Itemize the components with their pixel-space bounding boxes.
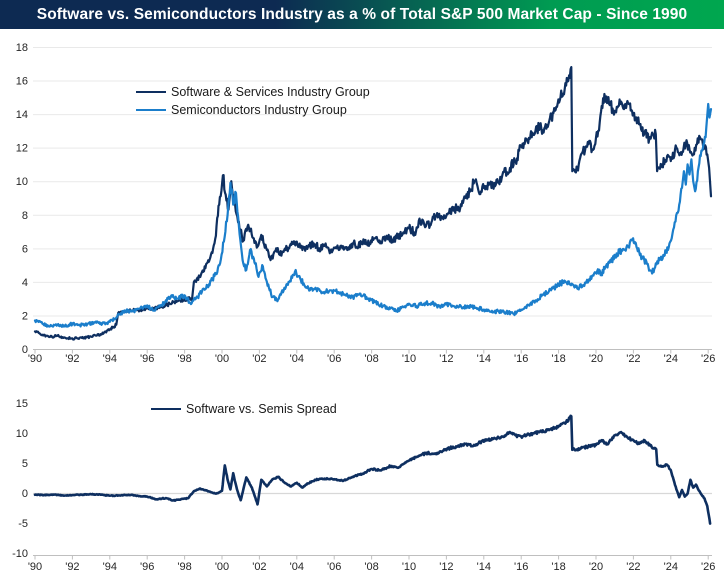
legend-label-spread: Software vs. Semis Spread	[186, 402, 337, 416]
legend-item-semiconductors: Semiconductors Industry Group	[136, 101, 370, 119]
bottom-chart-legend: Software vs. Semis Spread	[151, 400, 337, 418]
svg-text:'94: '94	[103, 353, 117, 365]
svg-text:4: 4	[22, 277, 28, 289]
svg-text:'00: '00	[215, 561, 229, 573]
svg-text:'26: '26	[701, 561, 715, 573]
svg-text:'06: '06	[327, 561, 341, 573]
svg-text:6: 6	[22, 243, 28, 255]
svg-text:'98: '98	[177, 353, 191, 365]
svg-text:'96: '96	[140, 561, 154, 573]
svg-text:10: 10	[16, 176, 28, 188]
svg-text:'10: '10	[402, 353, 416, 365]
svg-text:'24: '24	[664, 353, 678, 365]
svg-text:'20: '20	[589, 353, 603, 365]
svg-text:'92: '92	[65, 353, 79, 365]
chart-title-bar: Software vs. Semiconductors Industry as …	[0, 0, 724, 29]
svg-text:'94: '94	[103, 561, 117, 573]
svg-text:'90: '90	[28, 353, 42, 365]
svg-text:'08: '08	[364, 353, 378, 365]
svg-text:-5: -5	[18, 518, 28, 530]
legend-line-semiconductors-icon	[136, 109, 166, 111]
top-chart-legend: Software & Services Industry Group Semic…	[136, 83, 370, 119]
svg-text:'00: '00	[215, 353, 229, 365]
svg-text:8: 8	[22, 210, 28, 222]
chart-title: Software vs. Semiconductors Industry as …	[36, 5, 688, 23]
top-chart-x-labels: '90 '92 '94 '96 '98 '00 '02 '04 '06 '08 '10 '12 '14 '…	[28, 353, 716, 365]
top-chart-y-labels: 0 2 4 6 8 10 12 14 16 18	[16, 42, 28, 356]
svg-text:'18: '18	[551, 353, 565, 365]
top-chart-x-axis	[33, 349, 712, 354]
svg-text:0: 0	[22, 344, 28, 356]
svg-text:'24: '24	[664, 561, 678, 573]
bottom-chart-y-labels: -10 -5 0 5 10 15	[12, 398, 28, 560]
svg-text:-10: -10	[12, 548, 28, 560]
svg-text:5: 5	[22, 458, 28, 470]
svg-text:'02: '02	[252, 353, 266, 365]
svg-text:'92: '92	[65, 561, 79, 573]
svg-text:'12: '12	[439, 353, 453, 365]
series-line-semiconductors-industry-group	[33, 102, 713, 328]
top-chart-gridlines	[33, 47, 712, 317]
svg-text:2: 2	[22, 310, 28, 322]
svg-text:'98: '98	[177, 561, 191, 573]
svg-text:'04: '04	[290, 561, 304, 573]
legend-line-spread-icon	[151, 408, 181, 410]
svg-text:10: 10	[16, 428, 28, 440]
series-line-software-vs-semis-spread	[33, 414, 712, 525]
svg-text:14: 14	[16, 109, 28, 121]
svg-text:'16: '16	[514, 561, 528, 573]
legend-item-spread: Software vs. Semis Spread	[151, 400, 337, 418]
svg-text:'14: '14	[477, 353, 491, 365]
svg-text:'12: '12	[439, 561, 453, 573]
svg-text:'96: '96	[140, 353, 154, 365]
svg-text:18: 18	[16, 42, 28, 54]
svg-text:16: 16	[16, 76, 28, 88]
svg-text:12: 12	[16, 143, 28, 155]
legend-item-software-services: Software & Services Industry Group	[136, 83, 370, 101]
svg-text:'26: '26	[701, 353, 715, 365]
legend-line-software-services-icon	[136, 91, 166, 93]
svg-text:'10: '10	[402, 561, 416, 573]
svg-text:'90: '90	[28, 561, 42, 573]
svg-text:15: 15	[16, 398, 28, 410]
svg-text:'22: '22	[626, 561, 640, 573]
svg-text:'02: '02	[252, 561, 266, 573]
bottom-chart-x-labels: '90 '92 '94 '96 '98 '00 '02 '04 '06 '08 '10 '12 '14 '…	[28, 561, 716, 573]
svg-text:'04: '04	[290, 353, 304, 365]
svg-text:'20: '20	[589, 561, 603, 573]
legend-label-software-services: Software & Services Industry Group	[171, 85, 370, 99]
legend-label-semiconductors: Semiconductors Industry Group	[171, 103, 347, 117]
svg-text:'06: '06	[327, 353, 341, 365]
svg-text:'18: '18	[551, 561, 565, 573]
svg-text:'08: '08	[364, 561, 378, 573]
bottom-chart-x-axis	[33, 555, 712, 560]
svg-text:'16: '16	[514, 353, 528, 365]
svg-text:0: 0	[22, 488, 28, 500]
svg-text:'14: '14	[477, 561, 491, 573]
svg-text:'22: '22	[626, 353, 640, 365]
